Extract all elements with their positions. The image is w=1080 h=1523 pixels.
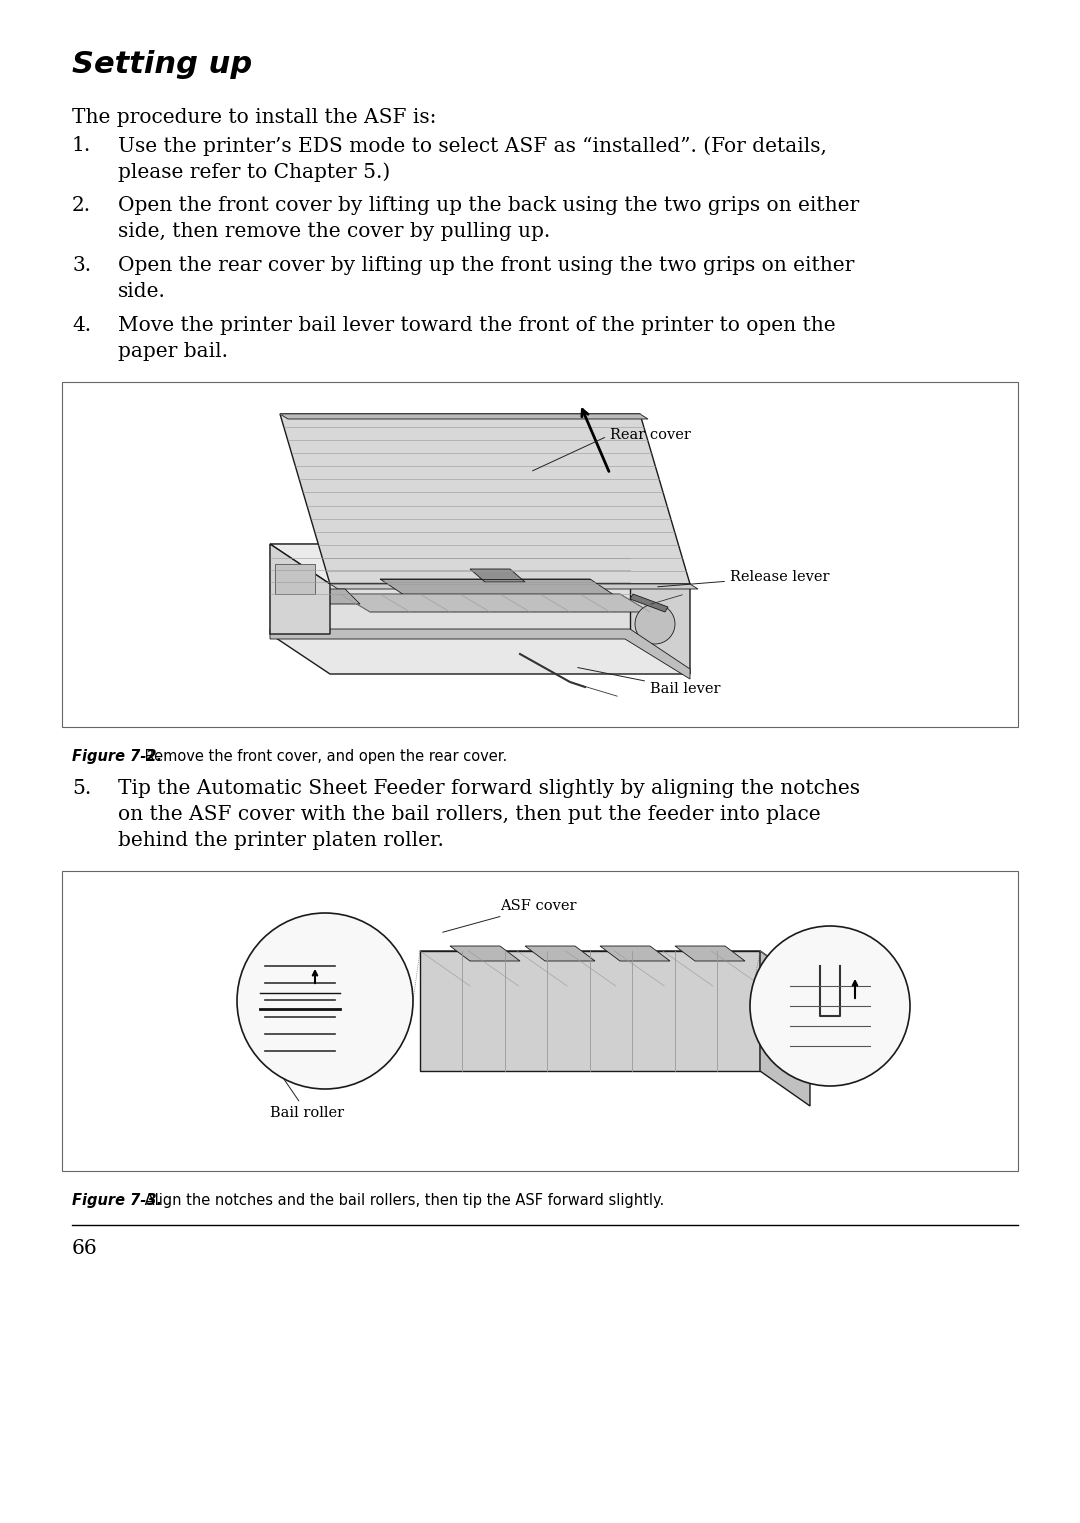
Polygon shape bbox=[270, 634, 690, 675]
Text: The procedure to install the ASF is:: The procedure to install the ASF is: bbox=[72, 108, 436, 126]
Text: Setting up: Setting up bbox=[72, 50, 253, 79]
Text: 3.: 3. bbox=[72, 256, 91, 276]
Text: side, then remove the cover by pulling up.: side, then remove the cover by pulling u… bbox=[118, 222, 550, 241]
Polygon shape bbox=[270, 544, 690, 583]
Polygon shape bbox=[270, 564, 630, 583]
Text: ASF cover: ASF cover bbox=[443, 899, 577, 932]
Polygon shape bbox=[280, 414, 690, 583]
Text: Move the printer bail lever toward the front of the printer to open the: Move the printer bail lever toward the f… bbox=[118, 315, 836, 335]
Text: 2.: 2. bbox=[72, 196, 91, 215]
Text: Figure 7-2.: Figure 7-2. bbox=[72, 749, 162, 765]
Polygon shape bbox=[630, 544, 690, 675]
Polygon shape bbox=[340, 594, 650, 612]
Polygon shape bbox=[760, 950, 810, 1106]
Polygon shape bbox=[380, 579, 620, 599]
Text: side.: side. bbox=[118, 282, 166, 302]
Text: on the ASF cover with the bail rollers, then put the feeder into place: on the ASF cover with the bail rollers, … bbox=[118, 806, 821, 824]
Text: Release lever: Release lever bbox=[658, 570, 829, 586]
Text: Align the notches and the bail rollers, then tip the ASF forward slightly.: Align the notches and the bail rollers, … bbox=[140, 1193, 664, 1208]
Polygon shape bbox=[280, 414, 648, 419]
Text: Bail lever: Bail lever bbox=[578, 667, 720, 696]
Bar bbox=[345, 573, 360, 582]
Text: Bail roller: Bail roller bbox=[270, 1068, 345, 1119]
Circle shape bbox=[750, 926, 910, 1086]
Polygon shape bbox=[275, 564, 315, 594]
Polygon shape bbox=[330, 583, 698, 589]
Text: Remove the front cover, and open the rear cover.: Remove the front cover, and open the rea… bbox=[140, 749, 508, 765]
Text: Rear cover: Rear cover bbox=[532, 428, 691, 471]
Circle shape bbox=[635, 605, 675, 644]
Text: Figure 7-3.: Figure 7-3. bbox=[72, 1193, 162, 1208]
Polygon shape bbox=[630, 594, 669, 612]
Polygon shape bbox=[270, 544, 630, 634]
Text: Use the printer’s EDS mode to select ASF as “installed”. (For details,: Use the printer’s EDS mode to select ASF… bbox=[118, 136, 827, 155]
Text: Open the front cover by lifting up the back using the two grips on either: Open the front cover by lifting up the b… bbox=[118, 196, 860, 215]
Bar bbox=[62, 871, 1018, 1171]
Polygon shape bbox=[270, 544, 330, 634]
Polygon shape bbox=[675, 946, 745, 961]
Bar bbox=[370, 573, 384, 582]
Polygon shape bbox=[270, 629, 690, 679]
Polygon shape bbox=[420, 950, 810, 985]
Circle shape bbox=[237, 912, 413, 1089]
Polygon shape bbox=[420, 950, 760, 1071]
Text: 66: 66 bbox=[72, 1240, 98, 1258]
Text: paper bail.: paper bail. bbox=[118, 343, 228, 361]
Text: please refer to Chapter 5.): please refer to Chapter 5.) bbox=[118, 161, 390, 181]
Text: Tip the Automatic Sheet Feeder forward slightly by aligning the notches: Tip the Automatic Sheet Feeder forward s… bbox=[118, 778, 860, 798]
Text: 1.: 1. bbox=[72, 136, 91, 155]
Text: 5.: 5. bbox=[72, 778, 91, 798]
Bar bbox=[62, 382, 1018, 726]
Polygon shape bbox=[450, 946, 519, 961]
Polygon shape bbox=[600, 946, 670, 961]
Polygon shape bbox=[525, 946, 595, 961]
Text: 4.: 4. bbox=[72, 315, 91, 335]
Polygon shape bbox=[310, 589, 360, 605]
Polygon shape bbox=[470, 570, 525, 582]
Bar bbox=[320, 573, 335, 582]
Text: behind the printer platen roller.: behind the printer platen roller. bbox=[118, 832, 444, 850]
Text: Open the rear cover by lifting up the front using the two grips on either: Open the rear cover by lifting up the fr… bbox=[118, 256, 854, 276]
